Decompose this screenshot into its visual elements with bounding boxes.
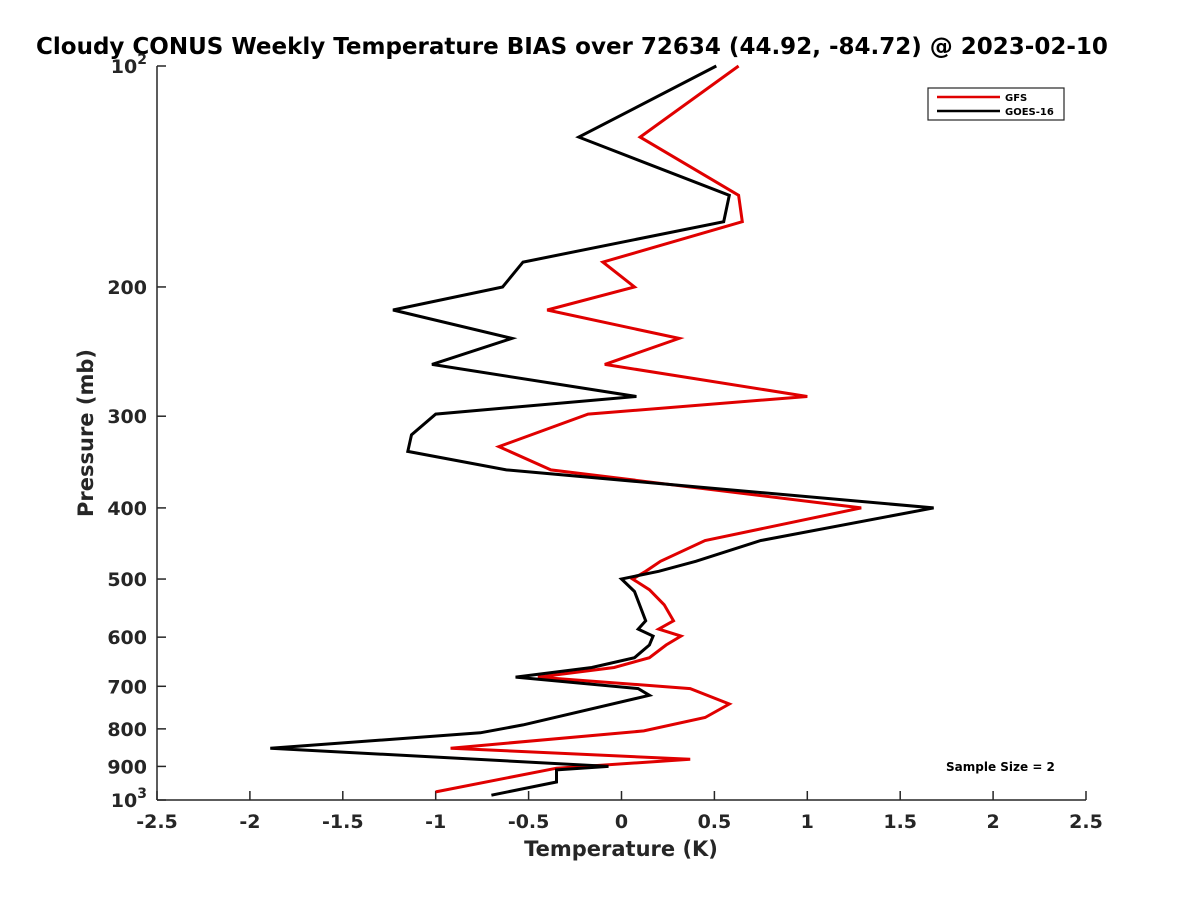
legend: GFS GOES-16 xyxy=(927,87,1065,121)
y-tick-label: 600 xyxy=(107,627,147,649)
y-tick-label: 500 xyxy=(107,569,147,591)
legend-label: GFS xyxy=(1005,93,1027,104)
x-tick-label: -1 xyxy=(425,811,446,833)
y-tick-label: 200 xyxy=(107,277,147,299)
series-line-goes-16 xyxy=(270,64,934,797)
y-tick-label: 102 xyxy=(111,52,147,78)
legend-box xyxy=(927,87,1065,121)
y-tick-label: 400 xyxy=(107,498,147,520)
sample-size-annotation: Sample Size = 2 xyxy=(946,760,1055,774)
x-tick-label: -2.5 xyxy=(136,811,178,833)
x-tick-label: -0.5 xyxy=(508,811,550,833)
x-tick-label: -2 xyxy=(239,811,260,833)
x-tick-label: 1 xyxy=(801,811,814,833)
x-tick-label: -1.5 xyxy=(322,811,364,833)
y-axis-label: Pressure (mb) xyxy=(74,349,98,517)
legend-label: GOES-16 xyxy=(1005,107,1054,118)
chart-title: Cloudy CONUS Weekly Temperature BIAS ove… xyxy=(36,34,1108,60)
y-tick-label: 300 xyxy=(107,406,147,428)
x-tick-label: 0 xyxy=(615,811,628,833)
x-tick-label: 1.5 xyxy=(883,811,917,833)
y-tick-label: 103 xyxy=(111,786,147,812)
y-tick-label: 800 xyxy=(107,719,147,741)
x-tick-label: 2.5 xyxy=(1069,811,1103,833)
x-tick-label: 0.5 xyxy=(698,811,732,833)
axes: -2.5 -2 -1.5 -1 -0.5 0 0.5 1 1.5 2 2.5 102 200 300 400… xyxy=(107,52,1103,833)
y-tick-label: 700 xyxy=(107,676,147,698)
series-line-gfs xyxy=(435,64,862,794)
x-axis-label: Temperature (K) xyxy=(524,837,718,861)
x-tick-label: 2 xyxy=(986,811,999,833)
y-tick-label: 900 xyxy=(107,756,147,778)
series-lines xyxy=(270,64,934,797)
